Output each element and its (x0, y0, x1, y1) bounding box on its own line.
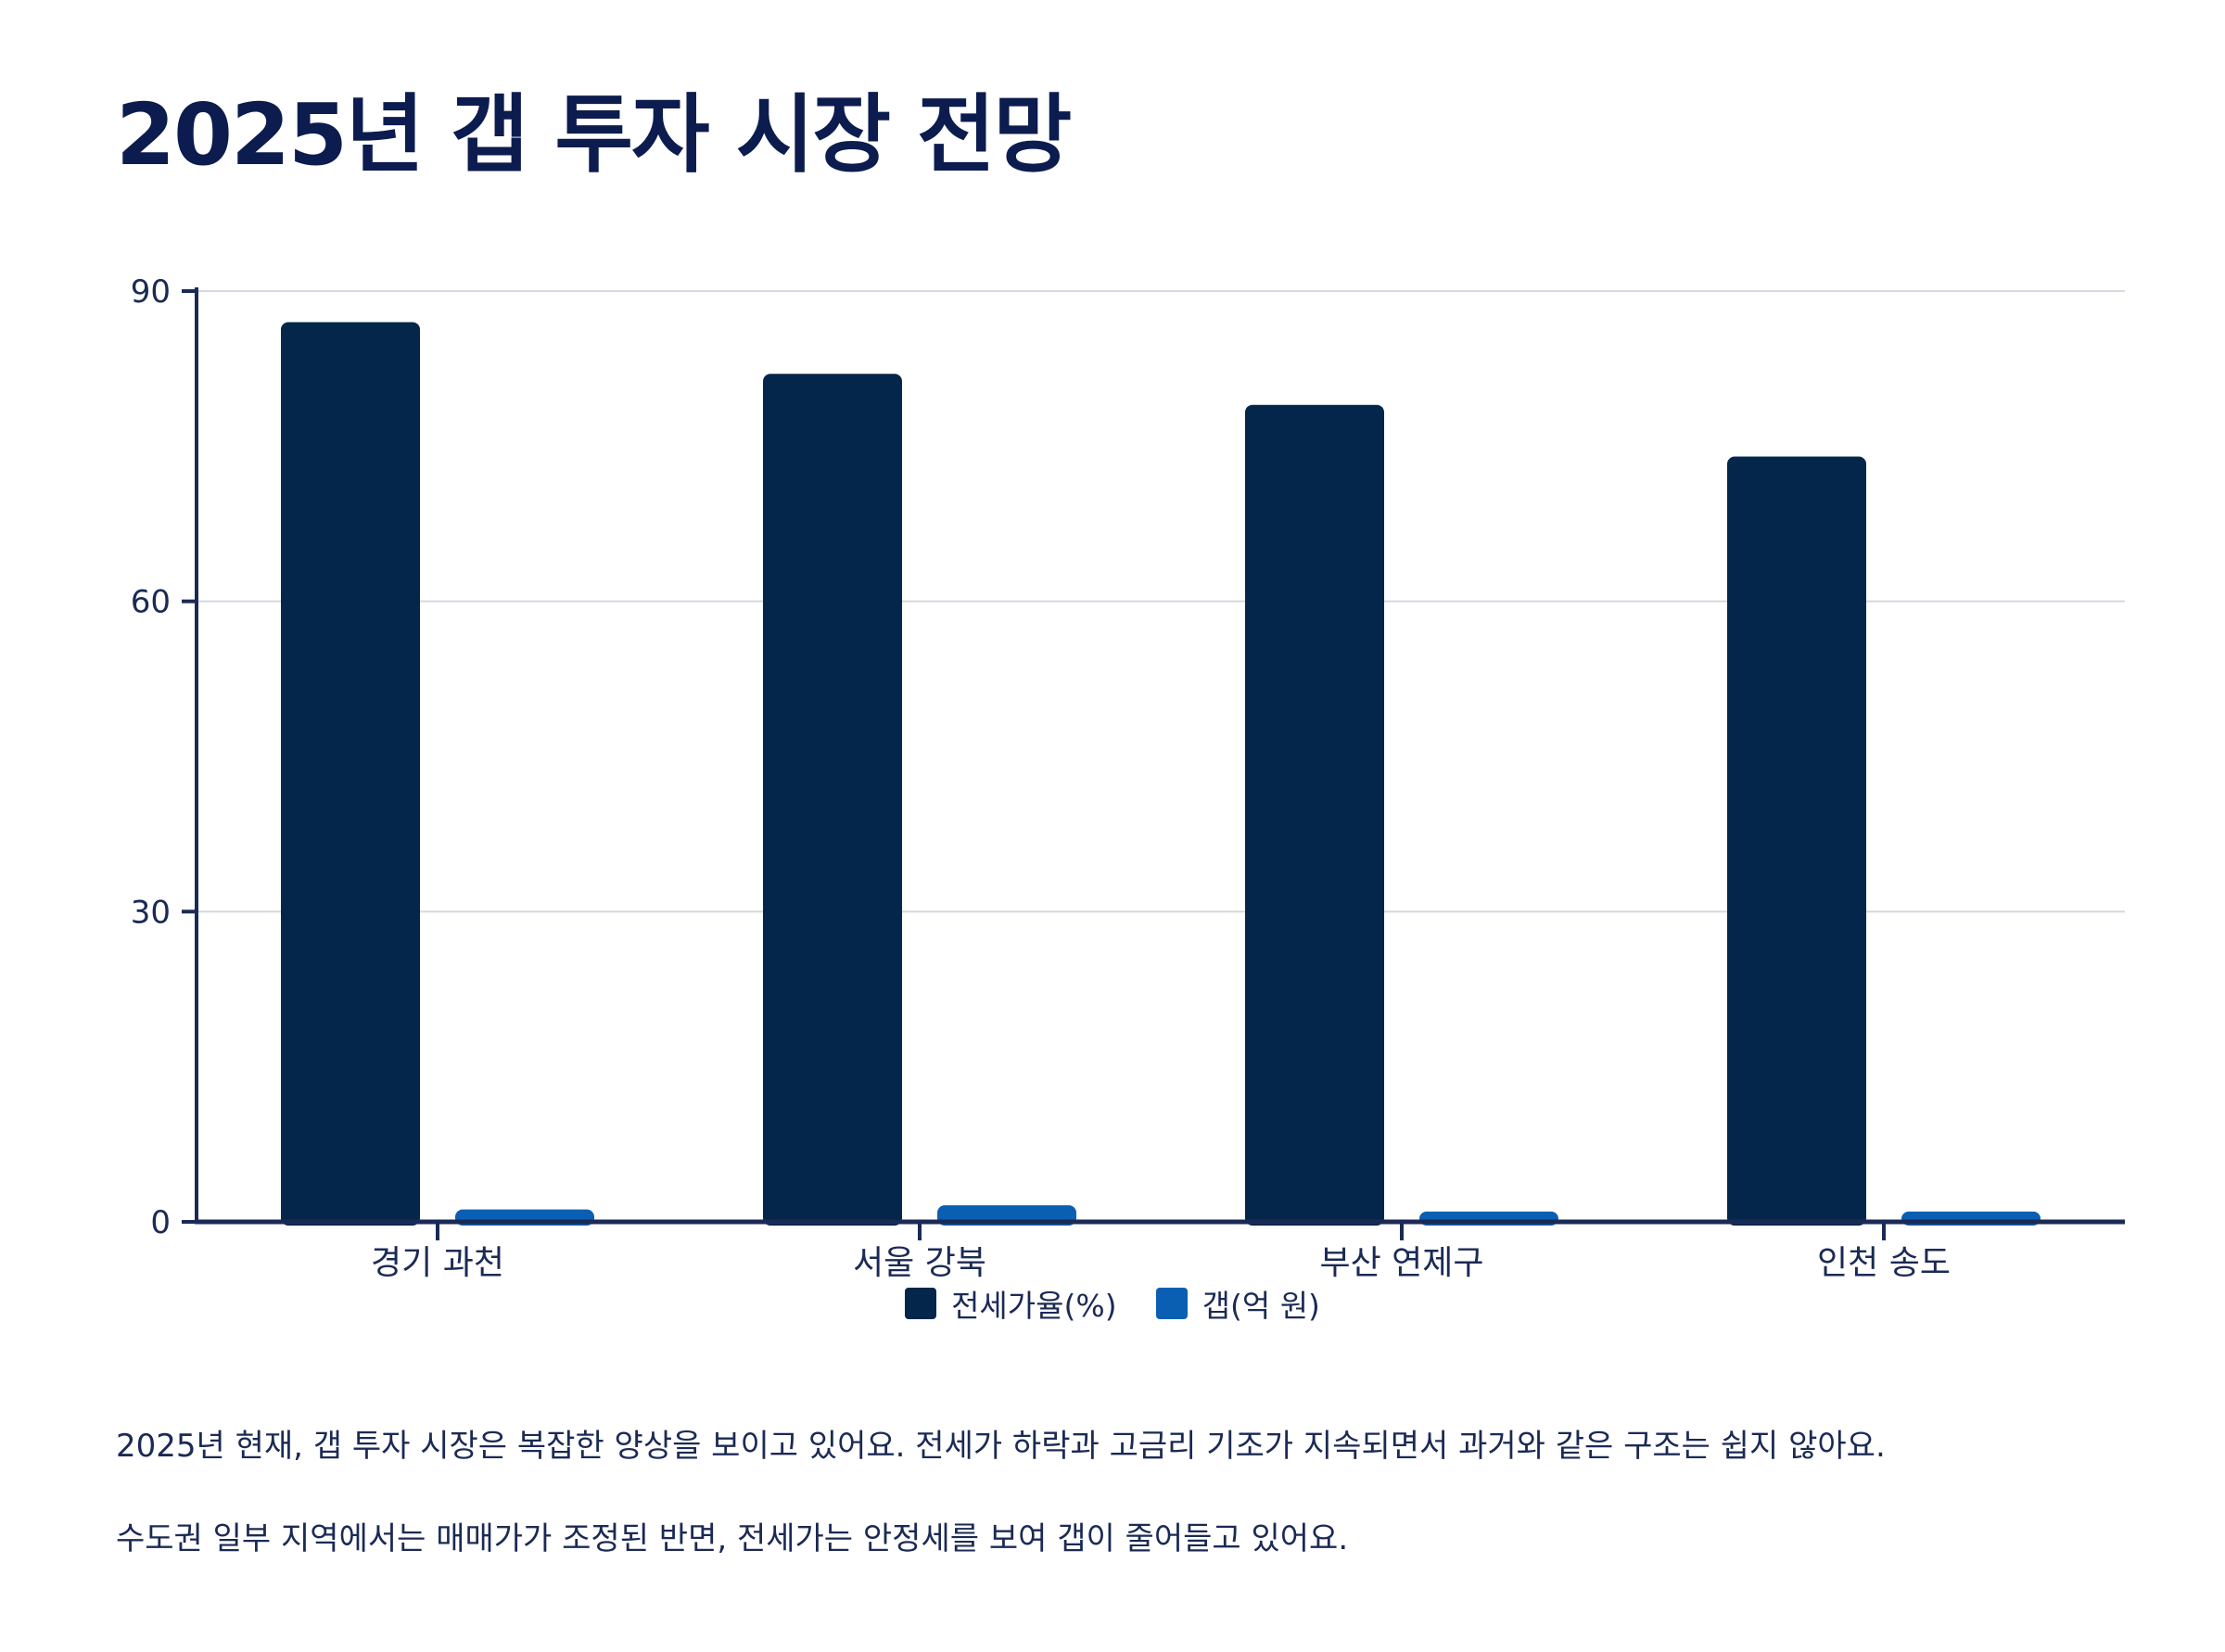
y-tick-label-3: 90 (131, 273, 171, 311)
legend-item-series2: 갭(억 원) (1155, 1281, 1320, 1326)
legend-swatch-series1 (905, 1288, 937, 1319)
legend-swatch-series2 (1155, 1288, 1188, 1319)
x-tick-label-0: 경기 과천 (371, 1244, 504, 1282)
legend-item-series1: 전세가율(%) (905, 1281, 1117, 1326)
legend: 전세가율(%) 갭(억 원) (0, 1281, 2225, 1326)
y-tick-label-1: 30 (131, 894, 171, 931)
description-paragraph-2: 수도권 일부 지역에서는 매매가가 조정된 반면, 전세가는 안정세를 보여 갭… (116, 1520, 1349, 1557)
bar-1-0 (281, 322, 420, 1226)
x-tick-label-3: 인천 송도 (1817, 1244, 1951, 1282)
x-tick-label-1: 서울 강북 (853, 1244, 986, 1282)
y-tick-label-0: 0 (150, 1204, 171, 1241)
bar-1-1 (763, 374, 902, 1226)
bar-1-3 (1727, 456, 1866, 1226)
bar-1-2 (1245, 404, 1384, 1226)
legend-label-series1: 전세가율(%) (951, 1288, 1117, 1324)
x-tick-label-2: 부산 연제구 (1319, 1244, 1483, 1282)
chart-title: 2025년 갭 투자 시장 전망 (116, 85, 1072, 184)
y-tick-label-2: 60 (131, 584, 171, 621)
description-paragraph-1: 2025년 현재, 갭 투자 시장은 복잡한 양상을 보이고 있어요. 전세가 … (116, 1428, 1886, 1465)
legend-label-series2: 갭(억 원) (1202, 1288, 1320, 1324)
